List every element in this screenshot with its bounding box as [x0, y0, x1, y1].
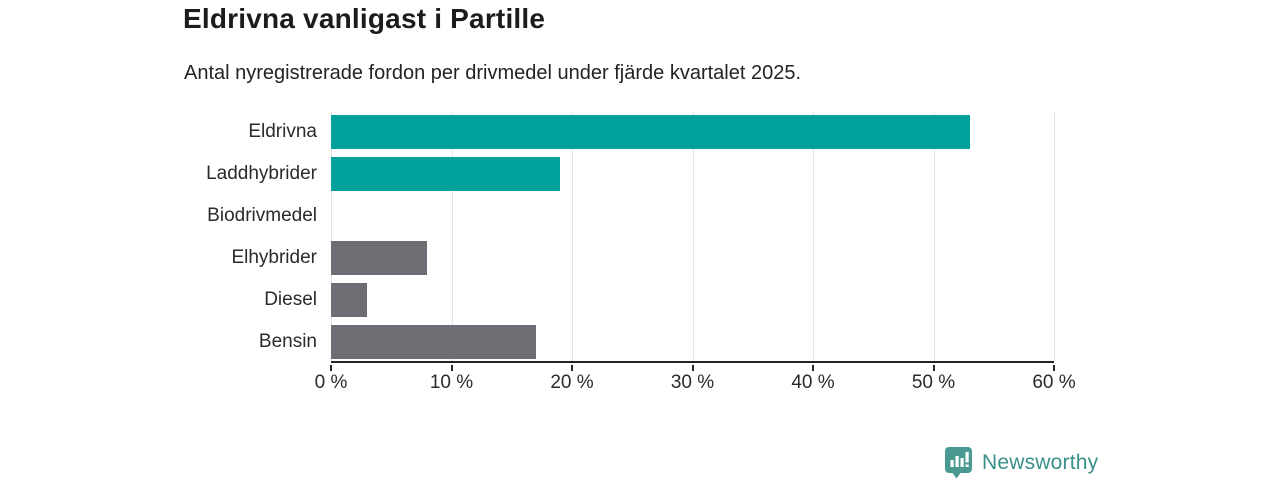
gridline — [331, 111, 332, 361]
gridline — [692, 111, 694, 361]
x-axis-tick-label: 30 % — [670, 372, 715, 393]
x-axis-tick-label: 50 % — [911, 372, 956, 393]
bar-row — [331, 321, 1054, 363]
x-axis-tick — [571, 365, 573, 371]
gridline — [451, 111, 453, 361]
x-axis-tick — [450, 365, 453, 371]
x-axis-tick-label: 20 % — [550, 372, 594, 393]
bar-row — [331, 237, 1054, 279]
bar-row — [331, 279, 1054, 321]
x-axis-tick-label: 60 % — [1032, 372, 1076, 393]
x-axis-tick — [330, 365, 332, 371]
gridline — [813, 111, 814, 361]
x-axis-tick-label: 10 % — [429, 372, 474, 393]
x-axis-tick-label: 0 % — [314, 372, 348, 393]
x-axis-tick-marks — [330, 363, 1055, 371]
gridline — [572, 111, 573, 361]
chart-subtitle: Antal nyregistrerade fordon per drivmede… — [184, 62, 802, 84]
x-axis-tick — [1053, 365, 1055, 371]
bar-eldrivna — [331, 115, 970, 149]
category-label: Biodrivmedel — [207, 205, 317, 226]
plot-area — [331, 111, 1055, 363]
bar-row — [331, 111, 1054, 153]
gridline — [933, 111, 935, 361]
category-label: Elhybrider — [231, 247, 317, 268]
bar-laddhybrider — [331, 157, 560, 191]
bar-diesel — [331, 283, 368, 317]
bar-elhybrider — [331, 241, 428, 275]
category-label: Bensin — [258, 331, 317, 352]
category-axis-labels: Eldrivna Laddhybrider Biodrivmedel Elhybrid… — [0, 111, 330, 363]
newsworthy-logo: Newsworthy — [944, 446, 1098, 479]
category-label: Eldrivna — [248, 121, 317, 142]
bar-chart-speech-bubble-icon — [944, 446, 973, 479]
chart-title: Eldrivna vanligast i Partille — [183, 3, 546, 34]
x-axis-tick — [691, 365, 694, 371]
x-axis-tick-label: 40 % — [791, 372, 835, 393]
x-axis-tick — [932, 365, 935, 371]
category-label: Diesel — [264, 289, 317, 310]
x-axis-tick-labels: 0 % 10 % 20 % 30 % 40 % 50 % 60 % — [315, 372, 1076, 396]
x-axis-tick — [812, 365, 814, 371]
bar-row — [331, 153, 1054, 195]
category-label: Laddhybrider — [206, 163, 317, 184]
bar-bensin — [331, 325, 536, 359]
newsworthy-logo-text: Newsworthy — [982, 450, 1099, 474]
gridline — [1054, 111, 1055, 361]
bar-row — [331, 195, 1054, 237]
